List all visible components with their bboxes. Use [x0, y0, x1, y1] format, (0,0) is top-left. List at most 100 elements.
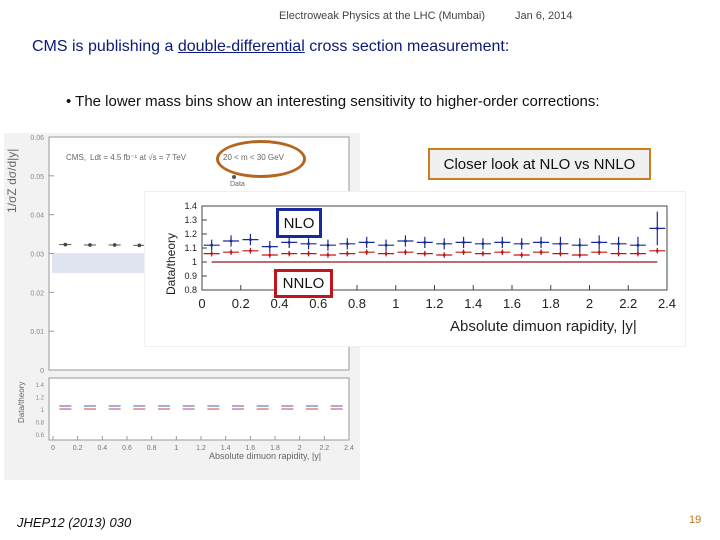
cms-ratio-y-tick-label: 1.2: [36, 396, 45, 402]
slide-title: CMS is publishing a double-differential …: [32, 38, 509, 56]
nnlo-point: [229, 250, 233, 254]
x-tick-label: 0: [198, 296, 205, 311]
cms-y-tick-label: 0.03: [30, 252, 44, 259]
x-tick-label: 1.2: [425, 296, 443, 311]
nlo-point: [578, 243, 582, 247]
nlo-point: [462, 241, 465, 244]
nnlo-point: [404, 250, 407, 254]
x-tick-label: 0.6: [309, 296, 327, 311]
nlo-point: [597, 241, 601, 244]
ratio-plot-frame: [201, 205, 668, 291]
slide-title-underlined: double-differential: [177, 38, 305, 55]
cms-y-tick-label: 0.05: [30, 174, 44, 181]
nnlo-point: [210, 252, 214, 255]
nlo-point: [404, 239, 407, 243]
cms-y-tick-label: 0: [40, 368, 44, 375]
y-tick-label: 1.1: [184, 243, 197, 253]
nlo-point: [287, 241, 291, 244]
cms-x-tick-label: 1: [174, 445, 178, 452]
cms-data-point: [112, 243, 117, 247]
cms-y-tick-label: 0.06: [30, 135, 44, 142]
cms-ratio-y-tick-label: 0.8: [36, 421, 45, 427]
cms-data-point: [137, 243, 142, 248]
nnlo-point: [423, 252, 427, 255]
nnlo-point: [268, 253, 272, 257]
nnlo-point: [636, 252, 640, 255]
cms-legend-data: Data: [230, 181, 245, 188]
cms-ratio-y-tick-label: 1: [41, 408, 45, 414]
y-tick-label: 1.3: [184, 215, 197, 225]
cms-lumi-label: Ldt = 4.5 fb⁻¹ at √s = 7 TeV: [90, 153, 187, 162]
y-tick-label: 0.8: [184, 285, 197, 295]
cms-x-tick-label: 1.4: [221, 445, 231, 452]
nlo-point: [442, 242, 446, 246]
slide-title-part-2: cross section measurement:: [304, 38, 510, 55]
x-tick-label: 0.8: [348, 296, 366, 311]
nnlo-point: [655, 249, 659, 253]
nnlo-label-box: NNLO: [274, 269, 333, 298]
cms-ylabel: 1/σZ dσ/d|y|: [5, 149, 19, 213]
bullet-point: • The lower mass bins show an interestin…: [66, 93, 600, 110]
x-tick-label: 2.2: [619, 296, 637, 311]
nlo-point: [249, 238, 252, 241]
nlo-point: [539, 241, 543, 244]
nlo-point: [423, 241, 427, 244]
nlo-nnlo-ratio-plot: Data/theory Absolute dimuon rapidity, |y…: [145, 192, 685, 346]
cms-x-tick-label: 2.4: [344, 445, 354, 452]
bullet-text: The lower mass bins show an interesting …: [75, 93, 600, 110]
nlo-point: [345, 242, 349, 246]
nlo-point: [617, 242, 620, 246]
nnlo-point: [345, 252, 349, 255]
cms-y-tick-label: 0.04: [30, 213, 44, 220]
cms-x-tick-label: 1.8: [270, 445, 280, 452]
header-date: Jan 6, 2014: [515, 10, 573, 22]
nnlo-point: [520, 253, 524, 257]
nnlo-point: [481, 252, 485, 255]
callout-box: Closer look at NLO vs NNLO: [428, 148, 651, 180]
nlo-point: [636, 243, 640, 247]
y-tick-label: 1.2: [184, 229, 197, 239]
nnlo-point: [617, 252, 620, 255]
nlo-point: [520, 242, 524, 246]
y-tick-label: 0.9: [184, 271, 197, 281]
nnlo-point: [442, 253, 446, 257]
cms-x-tick-label: 0.4: [97, 445, 107, 452]
nlo-point: [559, 242, 562, 246]
nnlo-point: [578, 253, 582, 257]
cms-data-point: [63, 242, 68, 247]
cms-ratio-y-tick-label: 0.6: [36, 433, 45, 439]
cms-label: CMS,: [66, 153, 86, 162]
nnlo-point: [500, 250, 504, 254]
nlo-point: [655, 227, 659, 230]
nlo-point: [384, 243, 388, 247]
cms-theory-band: [52, 253, 152, 273]
cms-x-tick-label: 1.2: [196, 445, 206, 452]
slide-header: Electroweak Physics at the LHC (Mumbai) …: [0, 10, 720, 26]
cms-y-tick-label: 0.02: [30, 290, 44, 297]
nnlo-point: [365, 250, 369, 254]
x-tick-label: 1: [392, 296, 399, 311]
ratio-ylabel: Data/theory: [164, 233, 178, 295]
ratio-xlabel: Absolute dimuon rapidity, |y|: [450, 318, 637, 335]
nnlo-point: [326, 253, 330, 257]
cms-x-tick-label: 0.8: [147, 445, 157, 452]
cms-ratio-ylabel: Data/theory: [17, 382, 26, 423]
x-tick-label: 2.4: [658, 296, 676, 311]
nnlo-point: [287, 252, 291, 255]
x-tick-label: 0.4: [270, 296, 288, 311]
cms-x-tick-label: 1.6: [245, 445, 255, 452]
mass-bin-highlight-ellipse: [216, 140, 306, 178]
nnlo-point: [249, 249, 252, 253]
nlo-point: [210, 243, 214, 247]
y-tick-label: 1.4: [184, 201, 197, 211]
nnlo-point: [462, 250, 465, 254]
x-tick-label: 1.8: [542, 296, 560, 311]
cms-xlabel: Absolute dimuon rapidity, |y|: [209, 451, 321, 461]
nlo-point: [307, 242, 310, 246]
cms-data-point: [88, 243, 92, 247]
nnlo-point: [307, 252, 310, 255]
nlo-point: [481, 242, 485, 246]
nlo-point: [365, 241, 369, 244]
x-tick-label: 0.2: [232, 296, 250, 311]
slide-title-part-1: CMS is publishing a: [32, 38, 178, 55]
